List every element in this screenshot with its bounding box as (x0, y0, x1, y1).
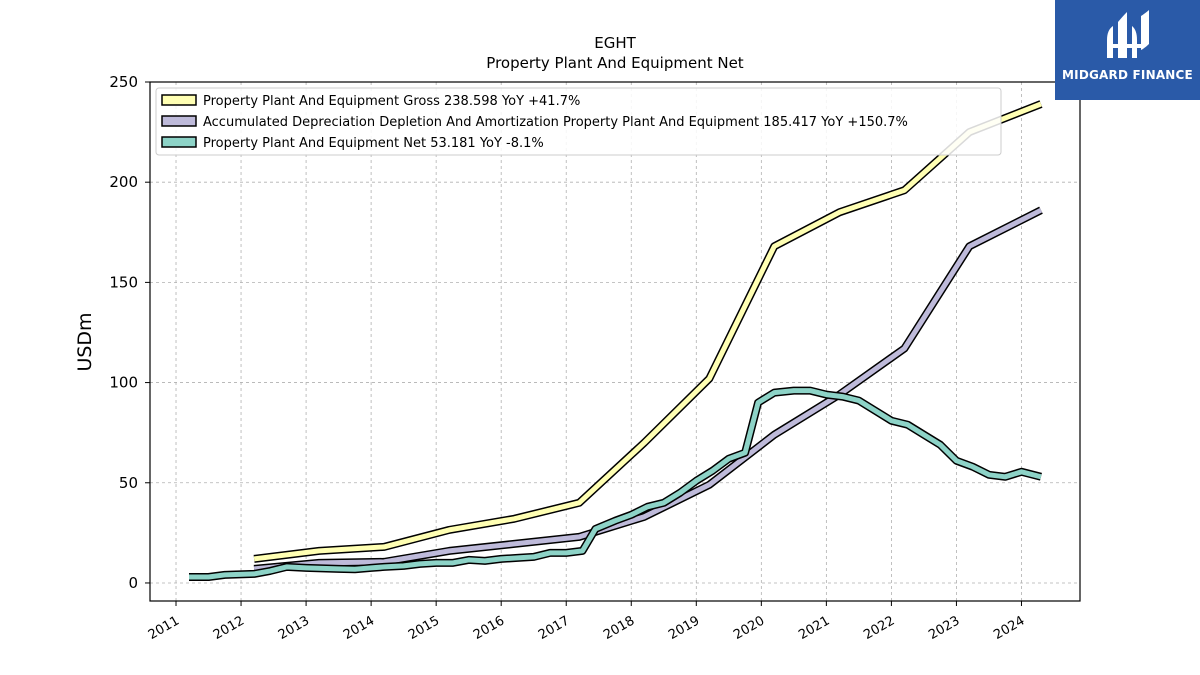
x-tick-label: 2013 (276, 613, 312, 643)
y-axis-label: USDm (74, 312, 96, 371)
x-tick-label: 2011 (146, 613, 182, 643)
chart-subtitle: Property Plant And Equipment Net (486, 54, 743, 72)
x-axis: 2011 2012 2013 2014 2015 2016 2017 2018 2019 2020… (146, 601, 1027, 643)
brand-logo: MIDGARD FINANCE (1055, 0, 1200, 100)
x-tick-label: 2015 (406, 613, 442, 643)
x-tick-label: 2016 (471, 613, 507, 643)
legend-swatch-0 (161, 94, 197, 106)
y-tick-label: 200 (109, 173, 138, 191)
series-lines (189, 100, 1043, 581)
x-tick-label: 2021 (796, 613, 832, 643)
y-tick-label: 150 (109, 273, 138, 291)
series-line-0 (253, 101, 1042, 562)
legend-label-0: Property Plant And Equipment Gross 238.5… (203, 94, 580, 109)
series-line-1 (253, 207, 1043, 572)
plot-frame (149, 81, 1081, 602)
x-tick-label: 2020 (731, 613, 767, 643)
y-tick-label: 50 (119, 474, 138, 492)
midgard-logo-mark-icon (1107, 10, 1149, 58)
x-tick-label: 2019 (666, 613, 702, 643)
x-tick-label: 2012 (211, 613, 247, 643)
legend-box (155, 87, 1002, 156)
brand-name: MIDGARD FINANCE (1062, 68, 1193, 82)
chart-title: EGHT (594, 34, 636, 52)
x-tick-label: 2014 (341, 613, 377, 643)
x-tick-label: 2018 (601, 613, 637, 643)
y-tick-label: 0 (128, 574, 138, 592)
x-tick-label: 2017 (536, 613, 572, 643)
grid (150, 81, 1080, 601)
y-axis: 0 50 100 150 200 250 (109, 73, 150, 592)
legend-label-2: Property Plant And Equipment Net 53.181 … (203, 136, 544, 151)
x-tick-label: 2023 (926, 613, 962, 643)
legend-label-1: Accumulated Depreciation Depletion And A… (203, 115, 908, 130)
x-tick-label: 2022 (861, 613, 897, 643)
legend-swatch-2 (161, 136, 197, 148)
y-tick-label: 250 (109, 73, 138, 91)
legend-swatch-1 (161, 115, 197, 127)
x-tick-label: 2024 (991, 613, 1027, 643)
y-tick-label: 100 (109, 374, 138, 392)
series-line-2 (189, 388, 1042, 580)
legend: Property Plant And Equipment Gross 238.5… (155, 87, 1002, 156)
